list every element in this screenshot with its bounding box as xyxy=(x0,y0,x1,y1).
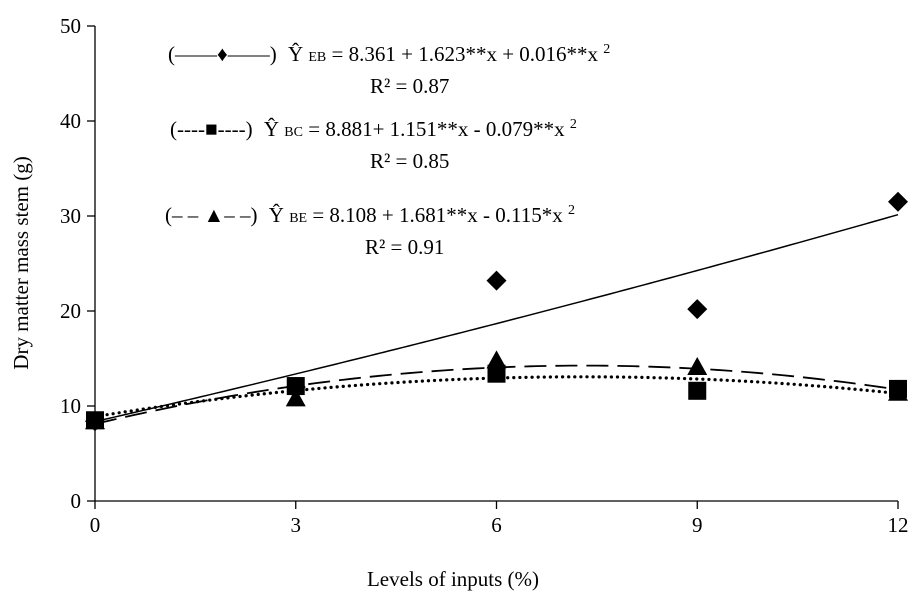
x-tick-label: 6 xyxy=(491,513,502,537)
legend-eb-rhs: = 8.361 + 1.623**x + 0.016**x xyxy=(332,42,599,66)
legend: (——♦——) Ŷ EB = 8.361 + 1.623**x + 0.016*… xyxy=(165,42,610,259)
legend-bc-sub: BC xyxy=(284,125,303,140)
legend-be-sup: 2 xyxy=(568,203,575,218)
data-point-bc xyxy=(487,364,506,383)
legend-bc-symbol: (----■----) xyxy=(170,117,253,141)
x-tick-label: 12 xyxy=(888,513,909,537)
data-point-be xyxy=(687,357,708,376)
fit-lines xyxy=(93,213,900,425)
legend-eb-sup: 2 xyxy=(603,42,610,57)
data-point-be xyxy=(486,350,507,369)
legend-bc-r2: R² = 0.85 xyxy=(370,149,449,173)
legend-be-r2: R² = 0.91 xyxy=(365,235,444,259)
axes xyxy=(94,26,898,502)
x-tick-label: 3 xyxy=(291,513,302,537)
x-axis-title: Levels of inputs (%) xyxy=(367,567,539,591)
data-point-be xyxy=(85,411,105,430)
legend-be-equation: (– – ▲– –) Ŷ BE = 8.108 + 1.681**x - 0.1… xyxy=(165,203,575,227)
legend-eb-equation: (——♦——) Ŷ EB = 8.361 + 1.623**x + 0.016*… xyxy=(168,42,610,66)
data-point-eb xyxy=(888,191,908,212)
y-axis-title: Dry matter mass stem (g) xyxy=(9,156,33,369)
legend-eb-symbol: (——♦——) xyxy=(168,42,277,66)
data-point-be xyxy=(285,388,306,407)
legend-be-rhs: = 8.108 + 1.681**x - 0.115*x xyxy=(312,203,563,227)
y-tick-label: 0 xyxy=(71,489,82,513)
legend-bc-sup: 2 xyxy=(570,117,577,132)
fit-line-bc xyxy=(93,375,900,419)
data-point-bc xyxy=(688,381,707,400)
y-tick-label: 50 xyxy=(60,14,81,38)
legend-be-lhs: Ŷ xyxy=(269,203,284,227)
legend-bc-equation: (----■----) Ŷ BC = 8.881+ 1.151**x - 0.0… xyxy=(170,117,577,141)
legend-bc-rhs: = 8.881+ 1.151**x - 0.079**x xyxy=(308,117,565,141)
legend-bc-lhs: Ŷ xyxy=(264,117,279,141)
y-tick-label: 10 xyxy=(60,394,81,418)
legend-eb-lhs: Ŷ xyxy=(288,42,303,66)
y-tick-label: 20 xyxy=(60,299,81,323)
data-point-bc xyxy=(286,377,305,396)
x-tick-label: 9 xyxy=(692,513,703,537)
data-point-eb xyxy=(486,270,507,291)
data-point-be xyxy=(888,382,908,401)
x-tick-label: 0 xyxy=(90,513,101,537)
y-tick-label: 30 xyxy=(60,204,81,228)
ticks: 0 10 20 30 40 50 0 3 6 9 12 xyxy=(60,14,909,537)
data-point-eb xyxy=(687,299,708,320)
legend-eb-sub: EB xyxy=(308,50,326,65)
legend-be-sub: BE xyxy=(289,211,307,226)
legend-eb-r2: R² = 0.87 xyxy=(370,74,449,98)
fit-line-eb xyxy=(94,213,899,423)
legend-be-symbol: (– – ▲– –) xyxy=(165,203,258,227)
y-tick-label: 40 xyxy=(60,109,81,133)
markers xyxy=(85,191,908,432)
